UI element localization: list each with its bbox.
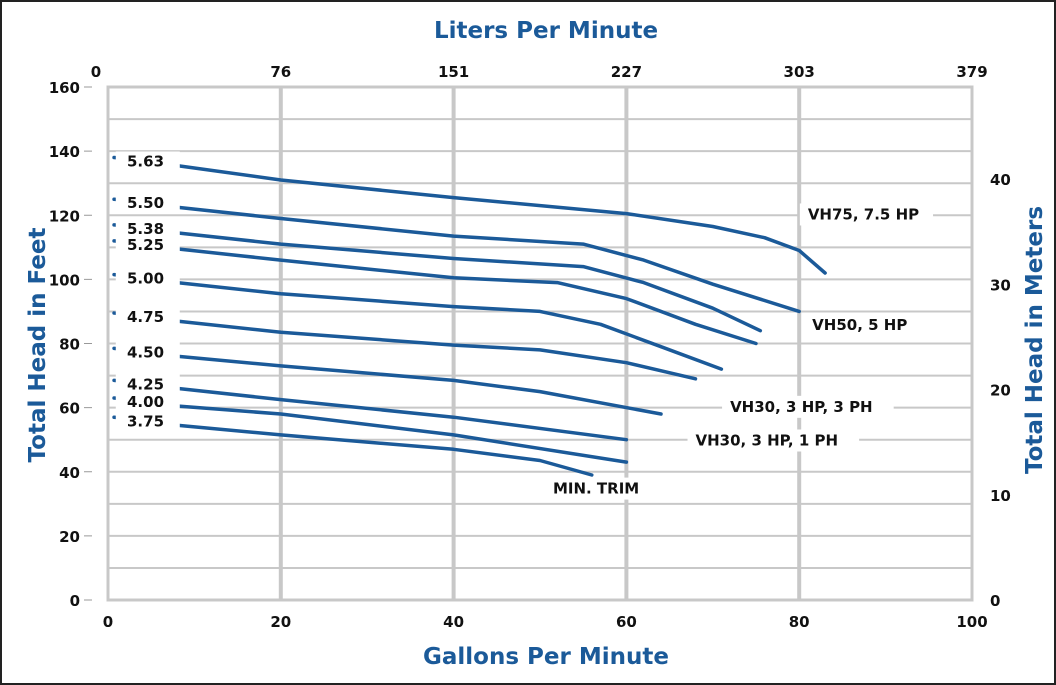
series-line xyxy=(175,205,801,314)
annotation-bg xyxy=(722,395,894,418)
annotation-label: VH75, 7.5 HP xyxy=(808,205,919,223)
annotations: VH75, 7.5 HP VH50, 5 HP VH30, 3 HP, 3 PH VH… xyxy=(544,203,934,500)
y2-tick-label: 30 xyxy=(990,276,1011,294)
annotation-label: VH50, 5 HP xyxy=(812,316,907,334)
y-tick-label: 140 xyxy=(49,143,80,161)
series-line xyxy=(175,231,763,333)
x-tick-label: 20 xyxy=(270,613,291,631)
x2-tick-label: 379 xyxy=(956,63,987,81)
series-line xyxy=(175,423,594,477)
trim-label-bg xyxy=(115,234,180,254)
series-line xyxy=(175,319,698,381)
trim-label: 4.50 xyxy=(127,343,164,361)
trim-label-bg xyxy=(115,151,180,171)
series-lines xyxy=(112,155,827,477)
trim-label-bg xyxy=(115,218,180,238)
y2-tick-label: 20 xyxy=(990,382,1011,400)
series-line xyxy=(175,163,827,275)
x-tick-label: 100 xyxy=(956,613,987,631)
trim-label-bg xyxy=(115,374,180,394)
y-tick-label: 100 xyxy=(49,271,80,289)
y2-axis-title: Total Head in Meters xyxy=(1022,206,1048,474)
annotation-label: MIN. TRIM xyxy=(553,480,639,498)
y-tick-label: 160 xyxy=(49,79,80,97)
x2-tick-label: 151 xyxy=(438,63,469,81)
annotation-label: VH30, 3 HP, 1 PH xyxy=(696,431,839,449)
trim-label-bg xyxy=(115,193,180,213)
series-line xyxy=(175,247,758,346)
trim-label: 4.75 xyxy=(127,308,164,326)
trim-labels: 5.63 5.50 5.385.25 5.00 4.75 4.50 4.254.003.75 xyxy=(115,151,180,431)
x2-tick-label: 227 xyxy=(611,63,642,81)
trim-label: 5.50 xyxy=(127,194,164,212)
x2-tick-label: 0 xyxy=(91,63,101,81)
series-line xyxy=(175,280,724,371)
y2-tick-label: 10 xyxy=(990,487,1011,505)
x2-tick-label: 303 xyxy=(784,63,815,81)
annotation-bg xyxy=(799,203,934,226)
y2-tick-label: 40 xyxy=(990,171,1011,189)
trim-label: 5.38 xyxy=(127,220,164,238)
annotation-bg xyxy=(687,429,860,452)
y-tick-label: 60 xyxy=(59,400,80,418)
trim-label: 5.25 xyxy=(127,236,164,254)
series-line xyxy=(175,386,629,442)
x-tick-label: 40 xyxy=(443,613,464,631)
y-tick-label: 0 xyxy=(70,592,80,610)
y-axis-title: Total Head in Feet xyxy=(25,228,51,463)
trim-label: 5.00 xyxy=(127,270,164,288)
trim-label-bg xyxy=(115,411,180,431)
plot-area-border xyxy=(106,85,974,602)
y2-tick-label: 0 xyxy=(990,592,1000,610)
y-tick-label: 20 xyxy=(59,528,80,546)
series-line xyxy=(175,404,629,464)
trim-label: 5.63 xyxy=(127,153,164,171)
annotation-label: VH30, 3 HP, 3 PH xyxy=(730,398,873,416)
trim-label-bg xyxy=(115,268,180,288)
x-tick-label: 80 xyxy=(789,613,810,631)
grid xyxy=(106,85,974,602)
y-tick-label: 40 xyxy=(59,464,80,482)
trim-label: 3.75 xyxy=(127,412,164,430)
trim-label-bg xyxy=(115,392,180,412)
y-tick-label: 80 xyxy=(59,336,80,354)
x-tick-label: 60 xyxy=(616,613,637,631)
x2-tick-label: 76 xyxy=(270,63,291,81)
trim-label: 4.25 xyxy=(127,375,164,393)
x2-axis-title: Liters Per Minute xyxy=(434,18,658,44)
series-line xyxy=(175,354,663,416)
y-tick-label: 120 xyxy=(49,207,80,225)
x-axis-title: Gallons Per Minute xyxy=(423,644,669,670)
x-tick-label: 0 xyxy=(103,613,113,631)
annotation-bg xyxy=(804,314,919,337)
trim-label-bg xyxy=(115,307,180,327)
trim-label-bg xyxy=(115,342,180,362)
annotation-bg xyxy=(544,477,650,500)
trim-label: 4.00 xyxy=(127,393,164,411)
